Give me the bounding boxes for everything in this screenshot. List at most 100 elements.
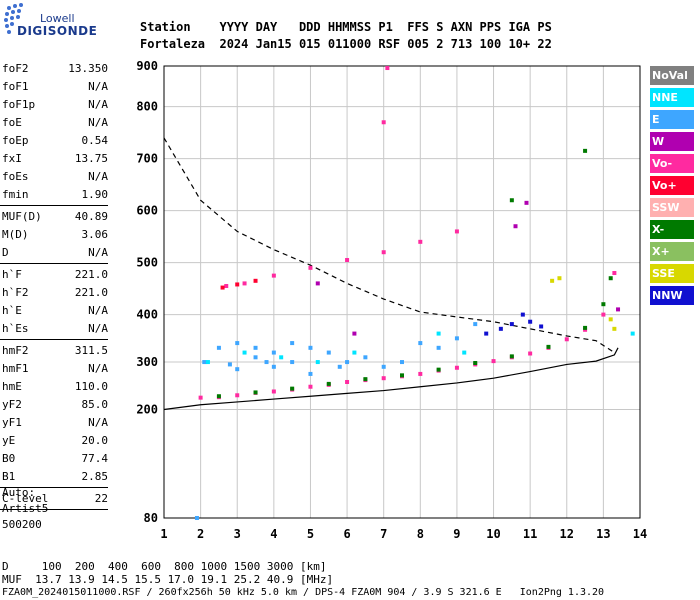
- data-point-e: [381, 364, 386, 369]
- parameter-row: yF1 N/A: [2, 414, 108, 432]
- parameter-value: 311.5: [74, 344, 108, 357]
- data-point-vo: [528, 351, 533, 356]
- parameter-name: h`F: [2, 268, 22, 281]
- data-point-vo: [612, 271, 617, 276]
- data-point-e: [326, 350, 331, 355]
- parameter-separator: [0, 509, 108, 510]
- data-point-e: [473, 322, 478, 327]
- data-point-nnw: [520, 312, 525, 317]
- x-tick-label: 8: [417, 527, 424, 541]
- legend-item-x: X-: [650, 220, 694, 239]
- parameter-row: h`F2 221.0: [2, 284, 108, 302]
- data-point-vo: [345, 379, 350, 384]
- data-point-x: [583, 148, 588, 153]
- version-code: 500200: [2, 518, 42, 531]
- data-point-nnw: [509, 322, 514, 327]
- parameter-row: M(D) 3.06: [2, 226, 108, 244]
- data-point-w: [524, 200, 529, 205]
- parameter-value: N/A: [88, 362, 108, 375]
- y-tick-label: 900: [136, 59, 158, 73]
- model-profile-dashed-line: [163, 137, 615, 354]
- data-point-vo: [308, 265, 313, 270]
- parameter-name: fmin: [2, 188, 29, 201]
- data-point-vo: [385, 66, 390, 71]
- data-point-vo: [381, 250, 386, 255]
- data-point-e: [271, 364, 276, 369]
- parameter-value: 85.0: [81, 398, 109, 411]
- parameter-row: foF1 N/A: [2, 78, 108, 96]
- parameter-row: h`F 221.0: [2, 266, 108, 284]
- parameter-name: yF1: [2, 416, 22, 429]
- data-point-nne: [462, 350, 467, 355]
- y-tick-label: 80: [144, 511, 158, 525]
- data-point-x: [509, 354, 514, 359]
- data-point-e: [454, 336, 459, 341]
- data-point-x: [473, 361, 478, 366]
- data-point-vo: [418, 239, 423, 244]
- data-point-sse: [550, 278, 555, 283]
- footer-distance-row: D 100 200 400 600 800 1000 1500 3000 [km…: [2, 560, 327, 573]
- parameter-value: 1.90: [81, 188, 109, 201]
- data-point-e: [290, 341, 295, 346]
- x-tick-label: 14: [633, 527, 647, 541]
- parameter-name: B1: [2, 470, 16, 483]
- x-tick-label: 7: [380, 527, 387, 541]
- x-tick-label: 4: [270, 527, 277, 541]
- parameter-row: D N/A: [2, 244, 108, 262]
- parameter-row: foF1p N/A: [2, 96, 108, 114]
- data-point-e: [216, 345, 221, 350]
- data-point-nne: [315, 360, 320, 365]
- parameter-value: 0.54: [81, 134, 109, 147]
- x-tick-label: 10: [486, 527, 500, 541]
- data-point-x: [253, 390, 258, 395]
- y-tick-label: 400: [136, 308, 158, 322]
- parameter-value: 13.75: [74, 152, 108, 165]
- parameter-name: B0: [2, 452, 16, 465]
- legend-item-nne: NNE: [650, 88, 694, 107]
- parameter-value: 2.85: [81, 470, 109, 483]
- data-point-w: [315, 281, 320, 286]
- data-point-nnw: [539, 324, 544, 329]
- data-point-nnw: [484, 331, 489, 336]
- data-point-vo: [491, 359, 496, 364]
- data-point-e: [194, 516, 199, 520]
- data-point-nne: [436, 331, 441, 336]
- y-tick-label: 500: [136, 256, 158, 270]
- parameter-name: D: [2, 246, 9, 259]
- data-point-w: [352, 331, 357, 336]
- parameter-name: yF2: [2, 398, 22, 411]
- data-point-x: [546, 344, 551, 349]
- data-point-e: [235, 367, 240, 372]
- data-point-e: [418, 341, 423, 346]
- data-point-e: [271, 350, 276, 355]
- data-point-e: [436, 345, 441, 350]
- x-tick-label: 5: [307, 527, 314, 541]
- data-point-e: [290, 360, 295, 365]
- parameter-value: N/A: [88, 170, 108, 183]
- data-point-w: [616, 307, 621, 312]
- legend-item-vo: Vo+: [650, 176, 694, 195]
- data-point-x: [290, 386, 295, 391]
- parameter-name: foF1p: [2, 98, 36, 111]
- y-tick-label: 200: [136, 403, 158, 417]
- parameter-value: 221.0: [74, 286, 108, 299]
- parameter-value: 77.4: [81, 452, 109, 465]
- footer-muf-row: MUF 13.7 13.9 14.5 15.5 17.0 19.1 25.2 4…: [2, 573, 334, 586]
- data-point-x: [363, 377, 368, 382]
- legend-item-noval: NoVal: [650, 66, 694, 85]
- data-point-x: [608, 276, 613, 281]
- parameter-value: 221.0: [74, 268, 108, 281]
- data-point-x: [509, 198, 514, 203]
- parameter-name: foF1: [2, 80, 29, 93]
- parameter-name: foEp: [2, 134, 29, 147]
- parameter-name: h`Es: [2, 322, 29, 335]
- data-point-e: [235, 341, 240, 346]
- x-tick-label: 11: [523, 527, 537, 541]
- parameter-value: 110.0: [74, 380, 108, 393]
- parameter-row: hmF1 N/A: [2, 360, 108, 378]
- plot-frame: [163, 65, 641, 519]
- data-point-e: [337, 364, 342, 369]
- legend-item-x: X+: [650, 242, 694, 261]
- data-point-vo: [271, 389, 276, 394]
- parameter-name: hmF2: [2, 344, 29, 357]
